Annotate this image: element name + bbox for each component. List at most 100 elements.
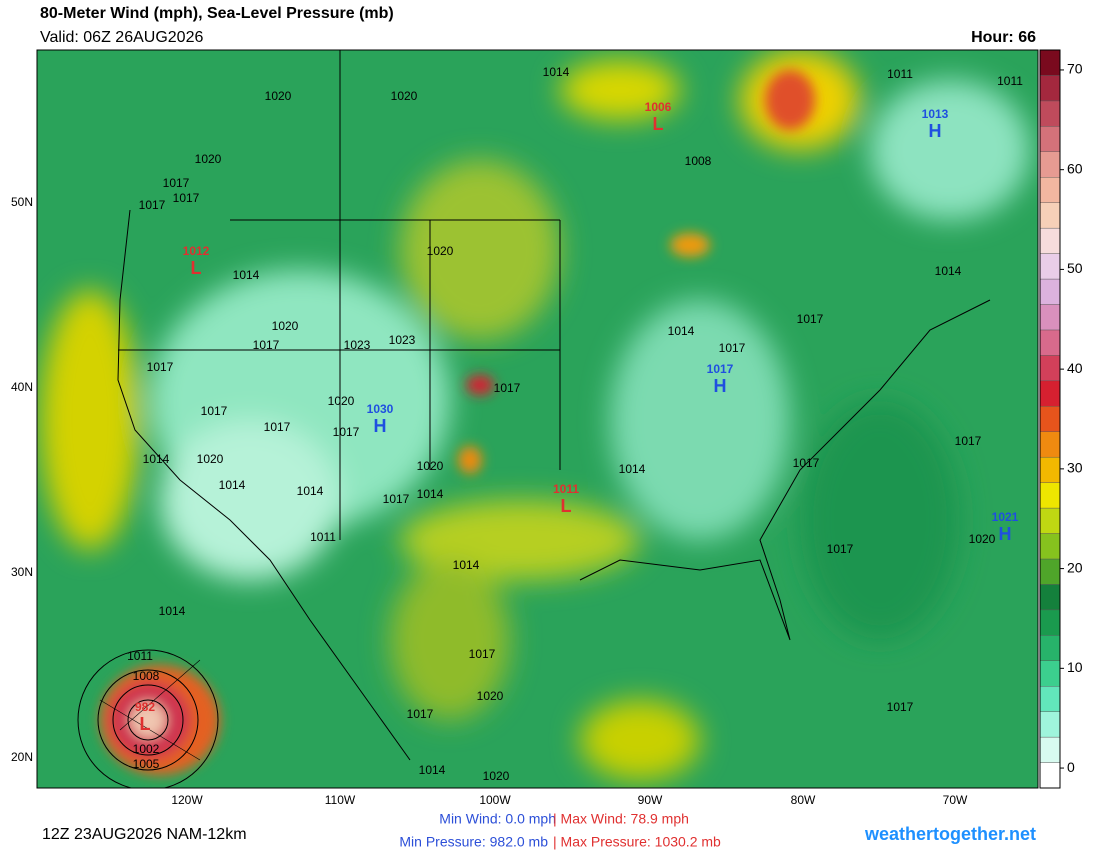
- title: 80-Meter Wind (mph), Sea-Level Pressure …: [40, 5, 394, 22]
- colorbar-swatch: [1039, 660, 1061, 687]
- longitude-label: 90W: [638, 793, 663, 807]
- colorbar-swatch: [1039, 711, 1061, 738]
- max-pressure: | Max Pressure: 1030.2 mb: [553, 834, 721, 850]
- isobar-label: 1014: [297, 484, 324, 498]
- colorbar-tick-label: 40: [1067, 360, 1083, 376]
- isobar-label: 1017: [719, 341, 746, 355]
- isobar-label: 1017: [147, 360, 174, 374]
- isobar-label: 1020: [483, 769, 510, 783]
- colorbar-swatch: [1039, 736, 1061, 763]
- isobar-label: 1020: [969, 532, 996, 546]
- forecast-hour: Hour: 66: [971, 29, 1036, 46]
- map-field: [37, 50, 1038, 788]
- colorbar-swatch: [1039, 49, 1061, 76]
- pressure-center-value: 1006: [645, 100, 672, 114]
- isobar-label: 1017: [173, 191, 200, 205]
- pressure-center-value: 1013: [922, 107, 949, 121]
- latitude-label: 40N: [11, 380, 33, 394]
- isobar-label: 1020: [427, 244, 454, 258]
- latitude-label: 20N: [11, 750, 33, 764]
- isobar-label: 1014: [543, 65, 570, 79]
- isobar-label: 1002: [133, 742, 160, 756]
- colorbar-swatch: [1039, 100, 1061, 127]
- colorbar: 0 10 20 30 40 50 60 70: [1039, 49, 1083, 789]
- pressure-center-value: 1011: [553, 482, 579, 496]
- isobar-label: 1020: [391, 89, 418, 103]
- pressure-center-type: H: [929, 121, 942, 141]
- colorbar-swatch: [1039, 558, 1061, 585]
- valid-time: Valid: 06Z 26AUG2026: [40, 29, 203, 46]
- pressure-center-type: L: [191, 258, 202, 278]
- pressure-center-type: L: [561, 496, 572, 516]
- longitude-label: 120W: [171, 793, 203, 807]
- isobar-label: 1020: [272, 319, 299, 333]
- model-run: 12Z 23AUG2026 NAM-12km: [42, 826, 247, 843]
- colorbar-swatch: [1039, 686, 1061, 712]
- pressure-center-value: 1017: [707, 362, 734, 376]
- pressure-center-type: H: [714, 376, 727, 396]
- colorbar-swatch: [1039, 380, 1061, 407]
- colorbar-swatch: [1039, 609, 1061, 636]
- colorbar-tick-label: 20: [1067, 559, 1083, 575]
- isobar-label: 1017: [333, 425, 360, 439]
- isobar-label: 1014: [159, 604, 186, 618]
- isobar-label: 1020: [265, 89, 292, 103]
- colorbar-tick-label: 30: [1067, 460, 1083, 476]
- colorbar-swatch: [1039, 355, 1061, 382]
- isobar-label: 1017: [494, 381, 521, 395]
- colorbar-tick-label: 10: [1067, 659, 1083, 675]
- site-link[interactable]: weathertogether.net: [864, 824, 1036, 844]
- min-wind: Min Wind: 0.0 mph: [439, 811, 556, 827]
- isobar-label: 1014: [417, 487, 444, 501]
- isobar-label: 1011: [127, 649, 153, 663]
- colorbar-tick-label: 60: [1067, 160, 1083, 176]
- colorbar-swatch: [1039, 304, 1061, 331]
- pressure-center-type: L: [140, 714, 151, 734]
- colorbar-swatch: [1039, 202, 1061, 229]
- isobar-label: 1014: [219, 478, 246, 492]
- isobar-label: 1020: [328, 394, 355, 408]
- isobar-label: 1017: [407, 707, 434, 721]
- colorbar-tick-label: 70: [1067, 61, 1083, 77]
- isobar-label: 1017: [201, 404, 228, 418]
- isobar-label: 1020: [197, 452, 224, 466]
- pressure-center-value: 982: [135, 700, 155, 714]
- colorbar-swatch: [1039, 227, 1061, 254]
- isobar-label: 1020: [417, 459, 444, 473]
- isobar-label: 1017: [827, 542, 854, 556]
- isobar-label: 1017: [887, 700, 914, 714]
- map-frame: [36, 49, 1039, 789]
- colorbar-swatch: [1039, 75, 1061, 102]
- colorbar-swatch: [1039, 584, 1061, 611]
- colorbar-swatch: [1039, 126, 1061, 152]
- colorbar-swatch: [1039, 253, 1061, 280]
- isobar-label: 1017: [797, 312, 824, 326]
- pressure-center-type: H: [374, 416, 387, 436]
- isobar-label: 1023: [344, 338, 371, 352]
- colorbar-swatch: [1039, 177, 1061, 203]
- isobar-label: 1017: [253, 338, 280, 352]
- longitude-label: 70W: [943, 793, 968, 807]
- colorbar-swatch: [1039, 456, 1061, 483]
- colorbar-swatch: [1039, 762, 1061, 789]
- isobar-label: 1017: [163, 176, 190, 190]
- colorbar-tick-label: 50: [1067, 260, 1083, 276]
- isobar-label: 1014: [453, 558, 480, 572]
- longitude-label: 80W: [791, 793, 816, 807]
- isobar-label: 1008: [685, 154, 712, 168]
- isobar-label: 1017: [469, 647, 496, 661]
- latitude-label: 30N: [11, 565, 33, 579]
- colorbar-swatch: [1039, 507, 1061, 534]
- isobar-label: 1014: [668, 324, 695, 338]
- isobar-label: 1017: [793, 456, 820, 470]
- latitude-label: 50N: [11, 195, 33, 209]
- isobar-label: 1017: [383, 492, 410, 506]
- pressure-center-value: 1030: [367, 402, 394, 416]
- pressure-center-value: 1021: [992, 510, 1019, 524]
- colorbar-swatch: [1039, 533, 1061, 560]
- max-wind: | Max Wind: 78.9 mph: [553, 811, 689, 827]
- colorbar-swatch: [1039, 431, 1061, 458]
